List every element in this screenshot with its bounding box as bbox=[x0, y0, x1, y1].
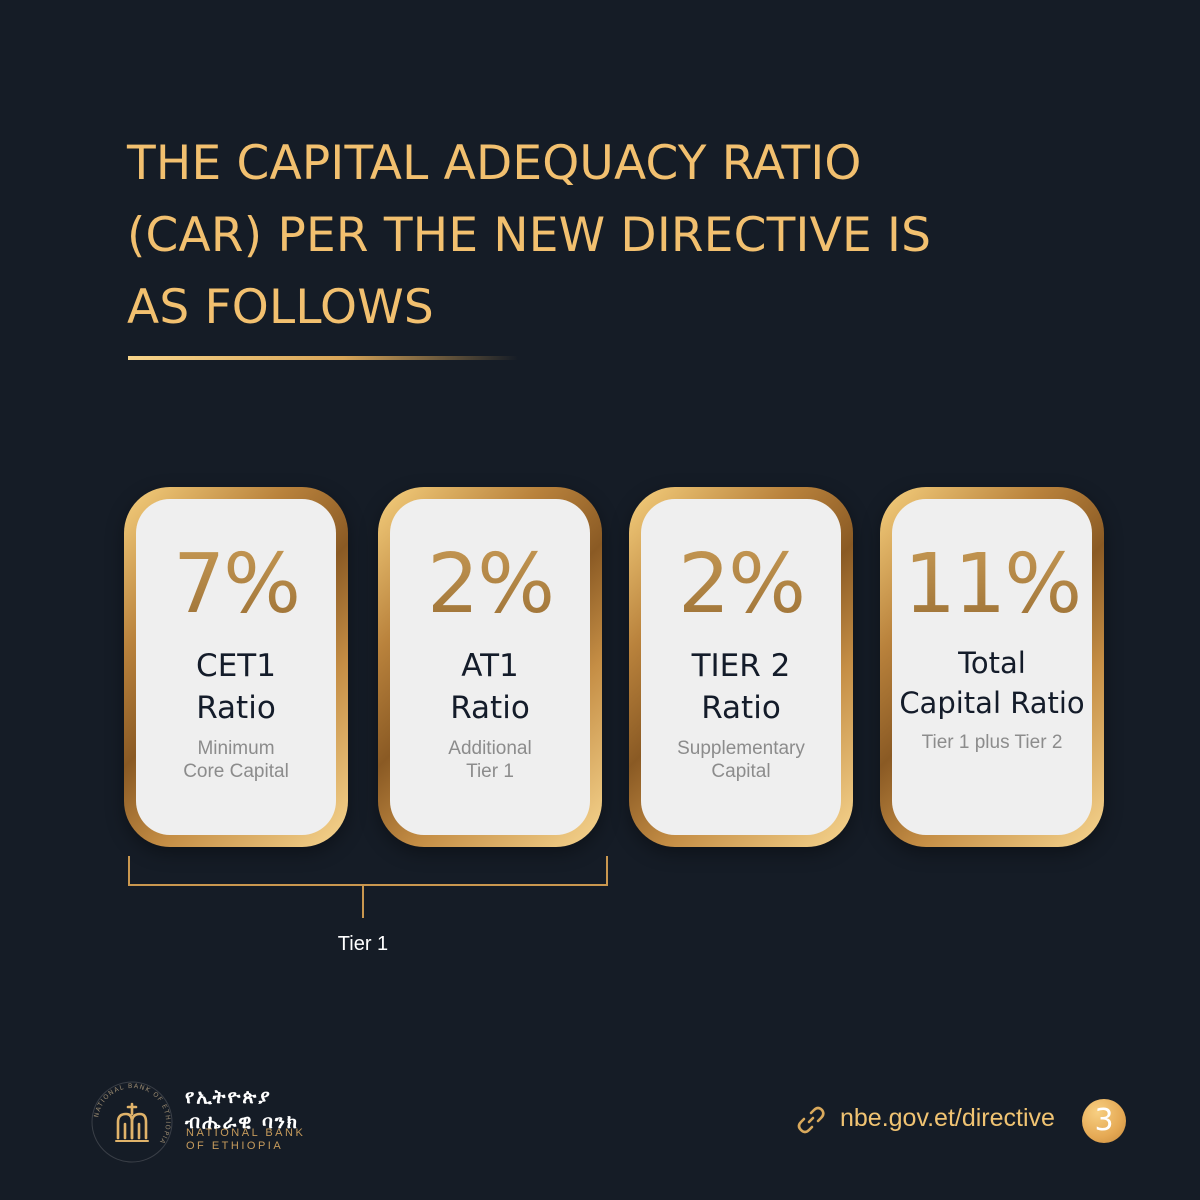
page-title: THE CAPITAL ADEQUACY RATIO (CAR) PER THE… bbox=[127, 128, 1087, 344]
page-number-badge: 3 bbox=[1082, 1099, 1126, 1143]
ratio-card-face: 7% CET1 Ratio Minimum Core Capital bbox=[136, 499, 336, 835]
ratio-name-line: Ratio bbox=[450, 690, 530, 726]
tier1-bracket bbox=[128, 856, 608, 886]
ratio-card-face: 2% AT1 Ratio Additional Tier 1 bbox=[390, 499, 590, 835]
bank-emblem-icon: NATIONAL BANK OF ETHIOPIA bbox=[91, 1081, 173, 1163]
ratio-description-line: Tier 1 bbox=[466, 761, 514, 782]
ratio-name: Total Capital Ratio bbox=[892, 643, 1092, 723]
brand-name-english: NATIONAL BANK OF ETHIOPIA bbox=[186, 1127, 305, 1153]
brand-name-english-line: OF ETHIOPIA bbox=[186, 1140, 284, 1152]
brand-name-amharic: የኢትዮጵያ ብሔራዊ ባንክ bbox=[185, 1085, 299, 1135]
ratio-description-line: Minimum bbox=[197, 738, 275, 759]
ratio-name-line: CET1 bbox=[196, 648, 276, 684]
ratio-card-cet1: 7% CET1 Ratio Minimum Core Capital bbox=[124, 487, 348, 847]
ratio-percent: 2% bbox=[390, 537, 590, 633]
ratio-percent: 7% bbox=[136, 537, 336, 633]
ratio-card-tier2: 2% TIER 2 Ratio Supplementary Capital bbox=[629, 487, 853, 847]
ratio-card-at1: 2% AT1 Ratio Additional Tier 1 bbox=[378, 487, 602, 847]
brand-name-amharic-line: ብሔራዊ ባንክ bbox=[185, 1111, 300, 1133]
ratio-description: Minimum Core Capital bbox=[136, 737, 336, 783]
ratio-card-face: 2% TIER 2 Ratio Supplementary Capital bbox=[641, 499, 841, 835]
ratio-percent: 2% bbox=[641, 537, 841, 633]
ratio-name-line: Capital Ratio bbox=[899, 686, 1085, 720]
directive-link[interactable]: nbe.gov.et/directive bbox=[840, 1104, 1055, 1132]
ratio-name-line: Ratio bbox=[701, 690, 781, 726]
ratio-name-line: Ratio bbox=[196, 690, 276, 726]
ratio-name: AT1 Ratio bbox=[390, 645, 590, 729]
page-title-line-2: (CAR) PER THE NEW DIRECTIVE IS bbox=[127, 208, 932, 263]
ratio-description-line: Supplementary bbox=[677, 738, 805, 759]
page-title-line-3: AS FOLLOWS bbox=[127, 280, 434, 335]
ratio-description-line: Capital bbox=[711, 761, 771, 782]
tier1-label: Tier 1 bbox=[337, 933, 389, 955]
ratio-name: CET1 Ratio bbox=[136, 645, 336, 729]
brand-name-english-line: NATIONAL BANK bbox=[186, 1127, 306, 1139]
ratio-card-face: 11% Total Capital Ratio Tier 1 plus Tier… bbox=[892, 499, 1092, 835]
ratio-description-line: Additional bbox=[448, 738, 532, 759]
ratio-percent: 11% bbox=[892, 537, 1092, 633]
ratio-description-line: Tier 1 plus Tier 2 bbox=[921, 732, 1063, 753]
ratio-name: TIER 2 Ratio bbox=[641, 645, 841, 729]
brand-name-amharic-line: የኢትዮጵያ bbox=[185, 1086, 272, 1108]
link-icon[interactable] bbox=[794, 1103, 828, 1137]
tier1-bracket-stem bbox=[362, 886, 364, 918]
ratio-description: Additional Tier 1 bbox=[390, 737, 590, 783]
ratio-description: Tier 1 plus Tier 2 bbox=[892, 731, 1092, 754]
ratio-description-line: Core Capital bbox=[183, 761, 289, 782]
ratio-name-line: AT1 bbox=[461, 648, 519, 684]
ratio-name-line: Total bbox=[958, 646, 1026, 680]
page-title-line-1: THE CAPITAL ADEQUACY RATIO bbox=[127, 136, 862, 191]
ratio-name-line: TIER 2 bbox=[691, 648, 791, 684]
ratio-description: Supplementary Capital bbox=[641, 737, 841, 783]
title-underline bbox=[128, 356, 518, 360]
ratio-card-total: 11% Total Capital Ratio Tier 1 plus Tier… bbox=[880, 487, 1104, 847]
